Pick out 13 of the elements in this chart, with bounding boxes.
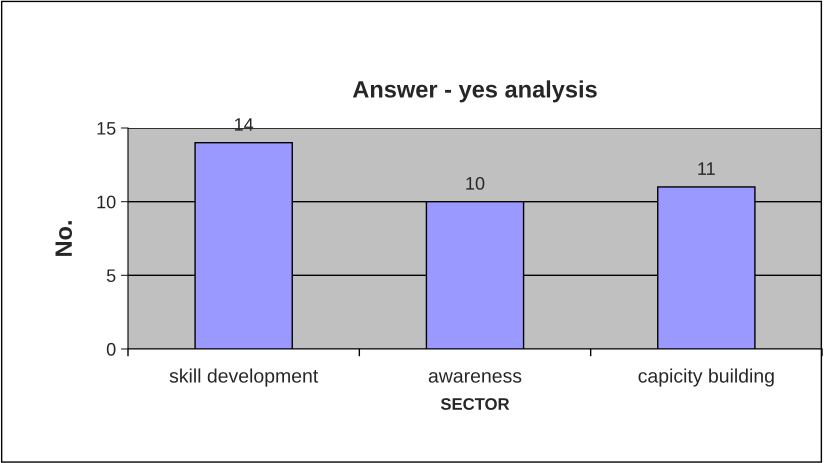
x-tick-label: skill development (170, 368, 318, 387)
data-label: 11 (698, 162, 715, 175)
x-tick-label: capicity building (638, 368, 774, 387)
y-tick-label: 10 (97, 196, 116, 208)
y-tick-label: 0 (106, 342, 116, 356)
data-label: 14 (235, 118, 254, 131)
data-label: 10 (466, 176, 484, 190)
y-axis-title: No. (56, 221, 72, 256)
chart-title: Answer - yes analysis (352, 80, 597, 102)
y-tick-label: 15 (97, 122, 116, 135)
y-tick-label: 5 (106, 269, 116, 282)
x-tick-label: awareness (428, 372, 522, 383)
x-axis-title: SECTOR (440, 398, 510, 410)
